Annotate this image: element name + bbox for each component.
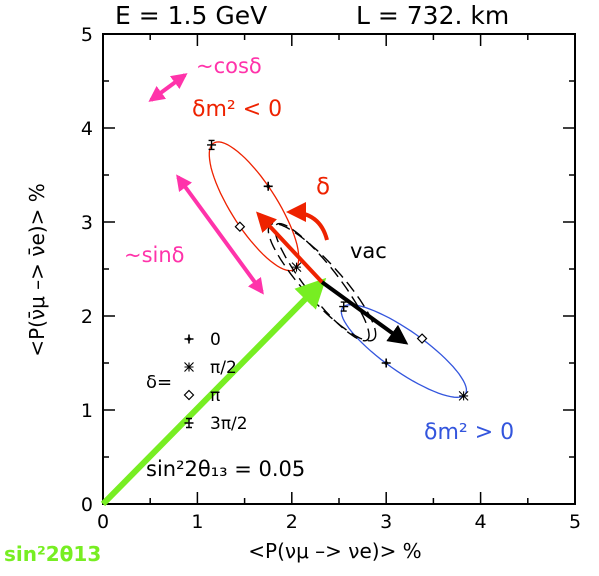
delta-3π/2-marker xyxy=(184,417,194,429)
x-tick-label: 0 xyxy=(97,511,109,533)
legend-entry-label: π xyxy=(210,386,220,406)
sin-delta-label: ~sinδ xyxy=(124,243,185,267)
delta-π-marker xyxy=(416,333,428,344)
delta-label: δ xyxy=(316,174,330,200)
mixing-value-label: sin²2θ₁₃ = 0.05 xyxy=(146,457,305,481)
y-tick-label: 2 xyxy=(81,306,93,328)
matter-arrow-positive xyxy=(320,280,409,345)
legend-entry-label: 0 xyxy=(210,330,221,350)
axis-ticks: 0 1 2 3 4 5 0 1 2 3 4 5 xyxy=(81,24,581,533)
x-tick-label: 3 xyxy=(380,511,392,533)
delta-π-marker xyxy=(234,221,246,233)
delta-3π/2-marker xyxy=(207,139,217,151)
ellipse-inverted-hierarchy xyxy=(208,141,300,272)
delta-π-marker xyxy=(183,389,195,401)
matter-arrow-negative xyxy=(256,211,324,284)
delta-curved-arrow xyxy=(286,202,329,241)
vacuum-label: vac xyxy=(350,239,387,263)
legend-entry-label: 3π/2 xyxy=(210,414,248,434)
legend: δ= 0 π/2 π 3π/2 xyxy=(146,330,248,434)
x-tick-label: 5 xyxy=(569,511,581,533)
delta-π/2-marker xyxy=(458,391,469,401)
y-axis-label: <P(ν̄μ –> ν̄e)> % xyxy=(25,183,49,356)
y-tick-label: 4 xyxy=(81,118,93,140)
dm-negative-label: δm² < 0 xyxy=(192,97,282,122)
y-tick-label: 1 xyxy=(81,400,93,422)
x-tick-label: 1 xyxy=(191,511,203,533)
cos-delta-label: ~cosδ xyxy=(196,54,262,78)
sin-delta-arrow xyxy=(176,174,264,295)
title-right: L = 732. km xyxy=(356,1,509,30)
y-tick-label: 3 xyxy=(81,212,93,234)
cos-delta-arrow xyxy=(148,73,188,102)
x-tick-label: 4 xyxy=(475,511,487,533)
mixing-arrow xyxy=(100,277,327,507)
mixing-axis-label: sin²2θ13 xyxy=(4,542,101,566)
delta-0-marker xyxy=(263,181,273,191)
x-tick-label: 2 xyxy=(286,511,298,533)
delta-3π/2-marker xyxy=(339,301,349,312)
data-points xyxy=(207,139,469,401)
y-tick-label: 5 xyxy=(81,24,93,46)
ellipse-normal-hierarchy xyxy=(340,304,468,398)
dm-positive-label: δm² > 0 xyxy=(424,420,514,445)
delta-π/2-marker xyxy=(184,362,194,372)
legend-prefix: δ= xyxy=(146,372,172,393)
delta-π/2-marker xyxy=(291,262,302,273)
delta-0-marker xyxy=(381,358,391,368)
y-tick-label: 0 xyxy=(81,494,93,516)
x-axis-label: <P(νμ –> νe)> % xyxy=(248,539,421,563)
legend-entry-label: π/2 xyxy=(210,358,237,378)
delta-0-marker xyxy=(184,334,194,344)
title-left: E = 1.5 GeV xyxy=(115,1,267,30)
